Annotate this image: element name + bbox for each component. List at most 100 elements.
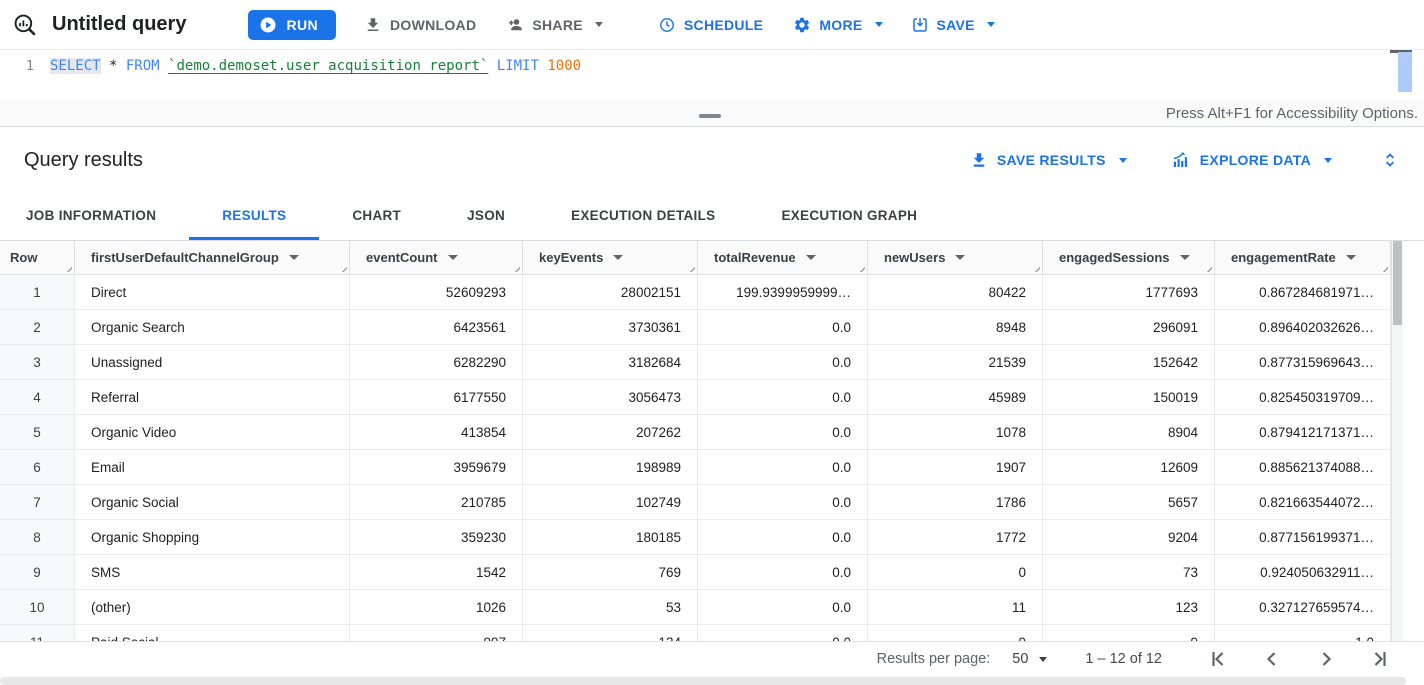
table-cell: 1.0 — [1215, 625, 1391, 641]
sort-caret-icon[interactable] — [1345, 255, 1356, 260]
tab-json[interactable]: JSON — [467, 207, 506, 223]
table-cell: 199.9399959999… — [698, 275, 868, 309]
table-cell: 6423561 — [350, 310, 523, 344]
table-cell: 180185 — [523, 520, 698, 554]
column-resize-handle[interactable] — [511, 263, 520, 272]
table-cell: 80422 — [868, 275, 1043, 309]
sort-caret-icon[interactable] — [955, 255, 966, 260]
tab-execution-details[interactable]: EXECUTION DETAILS — [571, 207, 716, 223]
table-cell: 1777693 — [1043, 275, 1215, 309]
column-header-Row: Row — [0, 241, 75, 274]
sql-limit-value: 1000 — [547, 58, 582, 74]
download-icon — [367, 17, 379, 31]
tab-execution-graph[interactable]: EXECUTION GRAPH — [781, 207, 918, 223]
table-cell: 3959679 — [350, 450, 523, 484]
column-resize-handle[interactable] — [338, 263, 347, 272]
sql-table-reference-link[interactable]: `demo.demoset.user_acquisition_report` — [168, 58, 489, 74]
horizontal-scrollbar-thumb[interactable] — [0, 677, 1406, 685]
table-cell: Organic Search — [75, 310, 350, 344]
editor-vertical-scrollbar[interactable] — [1398, 52, 1412, 92]
column-header-eventCount[interactable]: eventCount — [350, 241, 523, 274]
panel-resize-handle[interactable] — [699, 114, 721, 118]
sql-space — [160, 58, 168, 74]
query-magnifier-icon — [14, 14, 36, 36]
sql-editor[interactable]: 1 SELECT * FROM `demo.demoset.user_acquis… — [0, 50, 1424, 100]
query-title[interactable]: Untitled query — [52, 13, 187, 35]
column-header-totalRevenue[interactable]: totalRevenue — [698, 241, 868, 274]
column-header-engagedSessions[interactable]: engagedSessions — [1043, 241, 1215, 274]
sort-caret-icon[interactable] — [288, 255, 299, 260]
table-cell: 0 — [868, 555, 1043, 589]
table-vertical-scrollbar[interactable] — [1391, 241, 1403, 641]
table-row: 10 (other) 1026 53 0.0 11 123 0.327127659574… — [0, 590, 1391, 625]
column-resize-handle[interactable] — [1379, 263, 1388, 272]
editor-statusbar: Press Alt+F1 for Accessibility Options. — [0, 100, 1424, 127]
save-button-label: SAVE — [936, 16, 975, 33]
column-resize-handle[interactable] — [63, 263, 72, 272]
table-cell: 1772 — [868, 520, 1043, 554]
download-button[interactable]: DOWNLOAD — [364, 16, 476, 34]
gear-icon — [795, 17, 810, 32]
row-number-cell: 10 — [0, 590, 75, 624]
sql-code-line[interactable]: 1 SELECT * FROM `demo.demoset.user_acquis… — [0, 58, 1404, 74]
play-circle-icon — [260, 17, 276, 32]
table-vertical-scrollbar-thumb[interactable] — [1393, 241, 1402, 325]
results-tabs: JOB INFORMATION RESULTS CHART JSON EXECUTION… — [0, 193, 1424, 241]
row-number-cell: 7 — [0, 485, 75, 519]
column-resize-handle[interactable] — [686, 263, 695, 272]
column-resize-handle[interactable] — [1203, 263, 1212, 272]
dropdown-caret-icon — [874, 22, 883, 27]
table-cell: 3730361 — [523, 310, 698, 344]
table-cell: 1078 — [868, 415, 1043, 449]
clock-icon — [659, 17, 674, 32]
tab-results[interactable]: RESULTS — [189, 193, 320, 240]
column-resize-handle[interactable] — [1031, 263, 1040, 272]
table-cell: Paid Social — [75, 625, 350, 641]
more-button-label: MORE — [819, 16, 863, 33]
query-toolbar: Untitled query RUN DOWNLOAD SHARE SCHEDU… — [0, 0, 1424, 50]
person-add-icon — [509, 18, 523, 30]
column-header-newUsers[interactable]: newUsers — [868, 241, 1043, 274]
table-cell: 6177550 — [350, 380, 523, 414]
explore-data-label: EXPLORE DATA — [1199, 152, 1311, 168]
column-header-engagementRate[interactable]: engagementRate — [1215, 241, 1391, 274]
table-cell: 123 — [1043, 590, 1215, 624]
table-cell: 207262 — [523, 415, 698, 449]
share-button[interactable]: SHARE — [506, 16, 603, 34]
tab-job-information[interactable]: JOB INFORMATION — [26, 207, 157, 223]
sort-caret-icon[interactable] — [1179, 255, 1190, 260]
next-page-button[interactable] — [1314, 647, 1338, 671]
column-header-keyEvents[interactable]: keyEvents — [523, 241, 698, 274]
more-button[interactable]: MORE — [793, 16, 883, 34]
sort-caret-icon[interactable] — [613, 255, 624, 260]
table-cell: 0.0 — [698, 625, 868, 641]
table-cell: 0.0 — [698, 415, 868, 449]
row-number-cell: 4 — [0, 380, 75, 414]
horizontal-scrollbar[interactable] — [0, 676, 1424, 685]
table-cell: 8948 — [868, 310, 1043, 344]
column-header-firstUserDefaultChannelGroup[interactable]: firstUserDefaultChannelGroup — [75, 241, 350, 274]
dropdown-caret-icon — [594, 22, 603, 27]
save-button[interactable]: SAVE — [911, 16, 995, 34]
first-page-button[interactable] — [1206, 647, 1230, 671]
table-cell: 152642 — [1043, 345, 1215, 379]
save-results-button[interactable]: SAVE RESULTS — [970, 151, 1127, 169]
table-cell: Organic Social — [75, 485, 350, 519]
last-page-button[interactable] — [1368, 647, 1392, 671]
run-button[interactable]: RUN — [248, 9, 336, 40]
table-cell: 5657 — [1043, 485, 1215, 519]
table-cell: Direct — [75, 275, 350, 309]
page-size-select[interactable]: 50 — [1012, 651, 1048, 667]
column-resize-handle[interactable] — [856, 263, 865, 272]
row-number-cell: 11 — [0, 625, 75, 641]
results-grid: Row firstUserDefaultChannelGroup eventCoun… — [0, 241, 1391, 641]
schedule-button[interactable]: SCHEDULE — [658, 16, 763, 34]
table-cell: 0.0 — [698, 450, 868, 484]
sort-caret-icon[interactable] — [447, 255, 458, 260]
explore-data-button[interactable]: EXPLORE DATA — [1171, 150, 1332, 170]
expand-results-button[interactable] — [1380, 150, 1400, 170]
previous-page-button[interactable] — [1260, 647, 1284, 671]
table-cell: 0.0 — [698, 485, 868, 519]
sort-caret-icon[interactable] — [805, 255, 816, 260]
tab-chart[interactable]: CHART — [352, 207, 402, 223]
